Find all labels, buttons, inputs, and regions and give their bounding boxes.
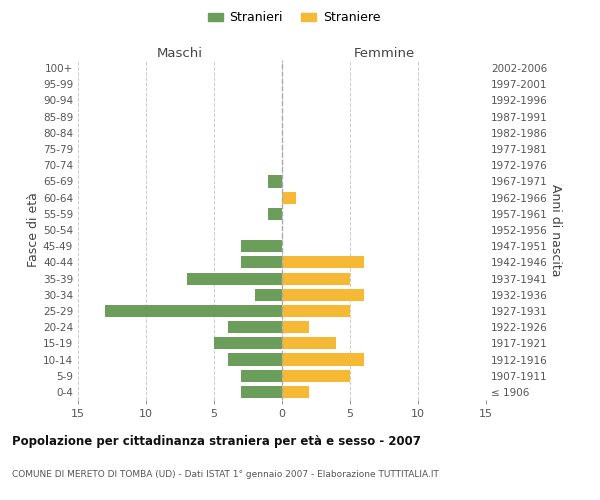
Bar (282, 305, 350, 317)
Text: Popolazione per cittadinanza straniera per età e sesso - 2007: Popolazione per cittadinanza straniera p… (12, 435, 421, 448)
Bar (241, 386, 282, 398)
Bar (282, 272, 350, 284)
Text: Femmine: Femmine (353, 47, 415, 60)
Bar (241, 256, 282, 268)
Bar (282, 386, 309, 398)
Y-axis label: Anni di nascita: Anni di nascita (548, 184, 562, 276)
Bar (255, 288, 282, 301)
Bar (282, 256, 364, 268)
Bar (282, 288, 364, 301)
Bar (268, 208, 282, 220)
Legend: Stranieri, Straniere: Stranieri, Straniere (203, 6, 385, 29)
Bar (227, 321, 282, 333)
Bar (282, 354, 364, 366)
Y-axis label: Fasce di età: Fasce di età (27, 192, 40, 268)
Bar (282, 370, 350, 382)
Bar (282, 321, 309, 333)
Bar (241, 370, 282, 382)
Bar (187, 272, 282, 284)
Bar (282, 192, 296, 203)
Bar (282, 338, 337, 349)
Bar (214, 338, 282, 349)
Text: Maschi: Maschi (157, 47, 203, 60)
Bar (241, 240, 282, 252)
Bar (105, 305, 282, 317)
Text: COMUNE DI MERETO DI TOMBA (UD) - Dati ISTAT 1° gennaio 2007 - Elaborazione TUTTI: COMUNE DI MERETO DI TOMBA (UD) - Dati IS… (12, 470, 439, 479)
Bar (227, 354, 282, 366)
Bar (268, 176, 282, 188)
